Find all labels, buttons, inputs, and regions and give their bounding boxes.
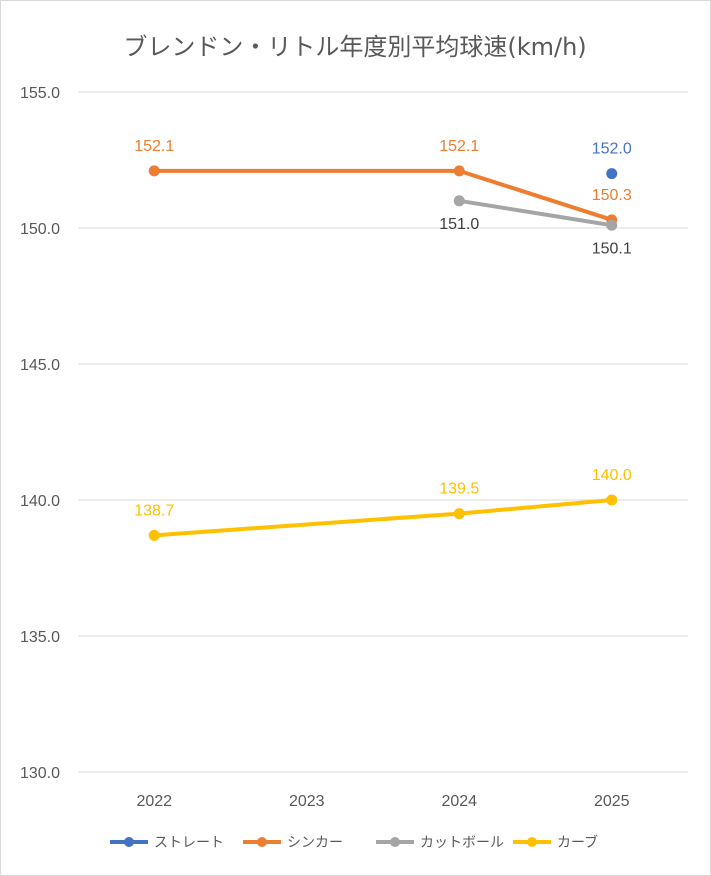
x-axis-ticks: 2022 2023 2024 2025: [136, 793, 629, 810]
data-label: 152.0: [592, 141, 632, 158]
legend-swatch-marker: [527, 837, 537, 847]
data-labels: 152.0 152.1 152.1 150.3 151.0 150.1 138.7 139.5…: [134, 138, 632, 519]
data-point: [606, 494, 618, 506]
data-label: 138.7: [134, 502, 174, 519]
chart-title: ブレンドン・リトル年度別平均球速(km/h): [123, 33, 586, 61]
data-point: [148, 165, 160, 177]
data-label: 139.5: [439, 481, 479, 498]
data-point: [148, 529, 160, 541]
legend-swatch-marker: [124, 837, 134, 847]
legend-label: カーブ: [557, 834, 598, 851]
series-line-segment: [457, 498, 614, 516]
series-line-segment: [457, 168, 614, 222]
x-tick-label: 2025: [594, 793, 630, 810]
y-axis-ticks: 130.0 135.0 140.0 145.0 150.0 155.0: [20, 85, 60, 782]
legend-swatch-marker: [257, 837, 267, 847]
data-label: 150.3: [592, 187, 632, 204]
data-label: 151.0: [439, 216, 479, 233]
y-tick-label: 155.0: [20, 85, 60, 102]
legend-swatch-marker: [390, 837, 400, 847]
legend-label: ストレート: [154, 835, 224, 851]
series-line-segment: [152, 511, 462, 538]
legend-label: シンカー: [287, 835, 343, 851]
data-label: 152.1: [134, 138, 174, 155]
data-point: [453, 195, 465, 207]
series-line-segment: [457, 198, 614, 228]
data-label: 152.1: [439, 138, 479, 155]
legend: ストレート シンカー カットボール カーブ: [110, 834, 598, 851]
y-tick-label: 140.0: [20, 493, 60, 510]
data-point: [453, 165, 465, 177]
y-tick-label: 130.0: [20, 765, 60, 782]
y-tick-label: 145.0: [20, 357, 60, 374]
x-tick-label: 2024: [441, 793, 477, 810]
data-label: 150.1: [592, 240, 632, 257]
x-tick-label: 2023: [289, 793, 325, 810]
y-tick-label: 150.0: [20, 221, 60, 238]
data-point: [453, 508, 465, 520]
legend-label: カットボール: [420, 835, 504, 851]
data-point: [606, 168, 618, 180]
data-label: 140.0: [592, 467, 632, 484]
gridlines: [78, 91, 688, 773]
x-tick-label: 2022: [136, 793, 172, 810]
series-points: [148, 165, 618, 541]
y-tick-label: 135.0: [20, 629, 60, 646]
data-point: [606, 219, 618, 231]
series-lines: [152, 168, 614, 538]
